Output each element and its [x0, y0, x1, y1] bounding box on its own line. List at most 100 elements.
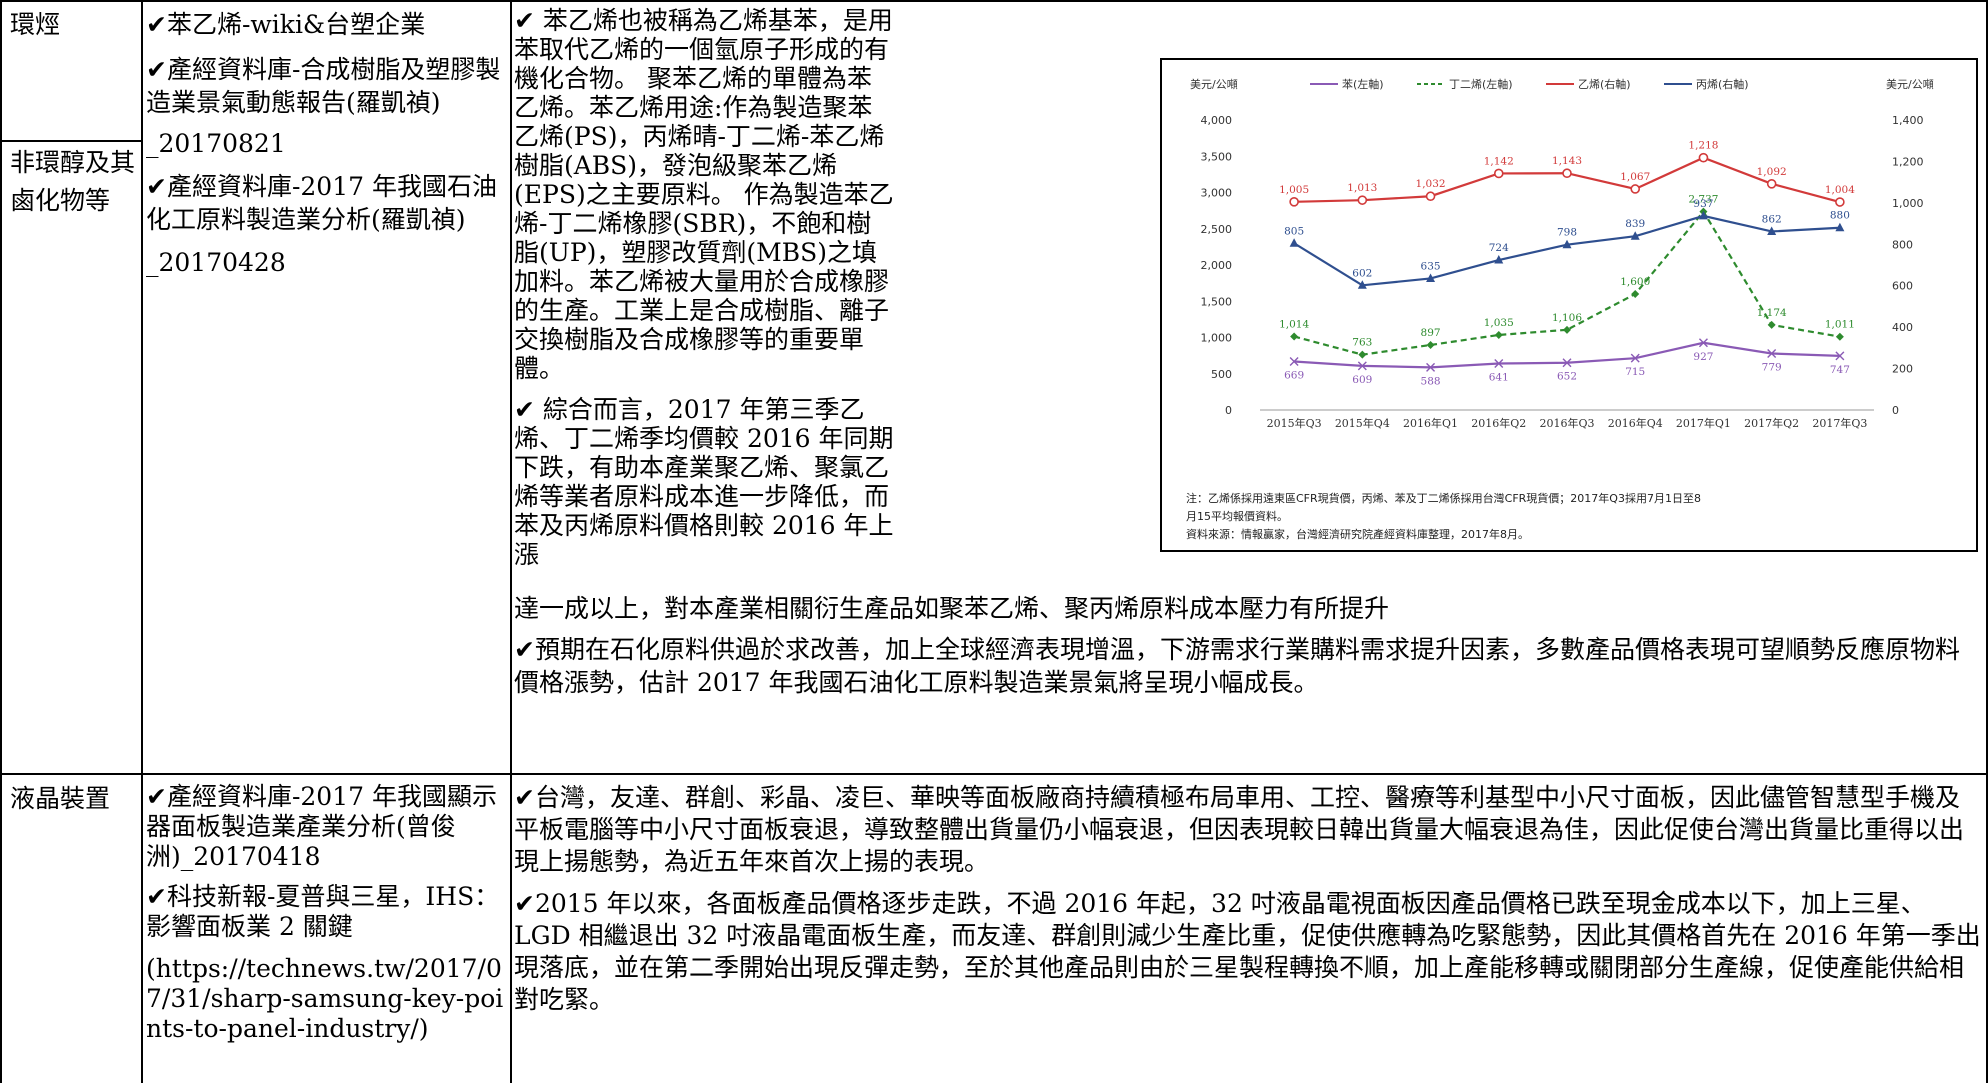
content-cell-wide: 達一成以上，對本產業相關衍生產品如聚苯乙烯、聚丙烯原料成本壓力有所提升 ✔預期在… [514, 592, 1982, 699]
legend-label: 丁二烯(左軸) [1449, 77, 1513, 91]
source-link[interactable]: ✔產經資料庫-2017 年我國顯示器面板製造業產業分析(曾俊洲)_2017041… [146, 782, 497, 871]
x-axis-tick: 2017年Q2 [1744, 416, 1799, 430]
data-point [1562, 168, 1572, 179]
data-label: 798 [1557, 227, 1577, 239]
right-axis-tick: 800 [1892, 238, 1913, 251]
data-label: 763 [1352, 337, 1372, 349]
data-label: 609 [1352, 374, 1372, 386]
source-link[interactable]: ✔苯乙烯-wiki&台塑企業 [146, 10, 426, 39]
x-axis-tick: 2015年Q4 [1335, 416, 1390, 430]
content-paragraph: ✔ 綜合而言，2017 年第三季乙烯、丁二烯季均價較 2016 年同期下跌，有助… [514, 395, 894, 569]
data-point [1425, 191, 1436, 202]
right-axis-tick: 600 [1892, 280, 1913, 293]
data-point [1493, 168, 1504, 179]
data-point [1426, 340, 1435, 349]
x-axis-tick: 2017年Q1 [1676, 416, 1731, 430]
content-paragraph: ✔2015 年以來，各面板產品價格逐步走跌，不過 2016 年起，32 吋液晶電… [514, 889, 1981, 1014]
table-border-top [0, 0, 1988, 2]
data-label: 779 [1762, 362, 1782, 374]
source-url[interactable]: (https://technews.tw/2017/07/31/sharp-sa… [146, 954, 504, 1043]
data-point [1494, 330, 1503, 339]
left-axis-tick: 3,000 [1201, 187, 1233, 200]
table-border-row1 [0, 773, 1988, 775]
right-axis-tick: 1,400 [1892, 114, 1924, 127]
data-point [1630, 184, 1641, 194]
left-axis-tick: 0 [1225, 404, 1232, 417]
source-link[interactable]: ✔產經資料庫-2017 年我國石油化工原料製造業分析(羅凱禎) [146, 172, 497, 234]
source-cell: ✔苯乙烯-wiki&台塑企業 ✔產經資料庫-合成樹脂及塑膠製造業景氣動態報告(羅… [146, 8, 506, 279]
category-label: 非環醇及其鹵化物等 [10, 148, 136, 215]
left-axis-tick: 4,000 [1201, 114, 1233, 127]
left-axis-tick: 3,500 [1201, 150, 1233, 163]
data-label: 1,067 [1620, 171, 1650, 183]
left-axis-tick: 2,500 [1201, 223, 1233, 236]
legend-label: 丙烯(右軸) [1696, 77, 1749, 91]
data-point [1357, 195, 1368, 205]
data-point [1290, 332, 1299, 341]
data-label: 1,032 [1416, 178, 1446, 190]
data-point [1767, 320, 1776, 329]
data-point [1357, 361, 1367, 371]
table-border-right [1986, 0, 1988, 1083]
source-cell: ✔產經資料庫-2017 年我國顯示器面板製造業產業分析(曾俊洲)_2017041… [146, 782, 508, 1044]
x-axis-tick: 2016年Q1 [1403, 416, 1458, 430]
category-label: 環烴 [10, 10, 61, 39]
chart-note: 月15平均報價資料。 [1186, 510, 1288, 523]
table-border-left [0, 0, 2, 1083]
data-point [1630, 231, 1640, 240]
left-axis-unit: 美元/公噸 [1190, 77, 1238, 91]
data-label: 1,035 [1484, 317, 1514, 329]
data-point [1494, 359, 1504, 369]
data-point [1835, 222, 1845, 232]
price-chart: 美元/公噸 美元/公噸 0 500 1,000 1,500 2,000 2,500 3,000 3… [1160, 58, 1978, 552]
source-link[interactable]: ✔產經資料庫-合成樹脂及塑膠製造業景氣動態報告(羅凱禎) [146, 55, 501, 117]
content-paragraph: 達一成以上，對本產業相關衍生產品如聚苯乙烯、聚丙烯原料成本壓力有所提升 [514, 594, 1390, 623]
source-link[interactable]: ✔科技新報-夏普與三星，IHS：影響面板業 2 關鍵 [146, 882, 500, 941]
data-label: 862 [1762, 213, 1782, 225]
right-axis-unit: 美元/公噸 [1886, 77, 1934, 91]
source-date: _20170821 [146, 129, 286, 158]
data-label: 669 [1284, 369, 1304, 381]
data-point [1289, 238, 1299, 247]
data-point [1698, 338, 1708, 348]
data-label: 602 [1352, 267, 1372, 279]
data-point [1426, 273, 1436, 282]
data-label: 724 [1489, 242, 1509, 254]
data-point [1563, 325, 1571, 334]
data-point [1835, 197, 1845, 207]
category-cell: 環烴 [10, 8, 138, 41]
data-label: 937 [1693, 198, 1713, 210]
data-label: 1,004 [1825, 184, 1855, 196]
chart-source: 資料來源：情報贏家，台灣經濟研究院產經資料庫整理，2017年8月。 [1186, 528, 1529, 541]
right-axis-tick: 1,000 [1892, 197, 1924, 210]
content-paragraph: ✔台灣，友達、群創、彩晶、凌巨、華映等面板廠商持續積極布局車用、工控、醫療等利基… [514, 783, 1965, 876]
data-point [1698, 210, 1708, 220]
category-cell: 非環醇及其鹵化物等 [10, 144, 138, 220]
right-axis-tick: 1,200 [1892, 155, 1924, 168]
data-label: 715 [1625, 366, 1645, 378]
legend-label: 乙烯(右軸) [1578, 77, 1631, 91]
data-label: 839 [1625, 218, 1645, 230]
x-axis-tick: 2015年Q3 [1267, 416, 1322, 430]
content-paragraph: ✔預期在石化原料供過於求改善，加上全球經濟表現增溫，下游需求行業購料需求提升因素… [514, 635, 1960, 697]
data-point [1767, 226, 1777, 235]
legend-label: 苯(左軸) [1342, 77, 1384, 91]
data-label: 652 [1557, 371, 1577, 383]
data-label: 2,737 [1688, 194, 1718, 206]
data-label: 1,092 [1757, 166, 1787, 178]
table-border-col2 [510, 0, 512, 1083]
x-axis-tick: 2016年Q2 [1471, 416, 1526, 430]
data-point [1289, 357, 1299, 366]
data-label: 1,142 [1484, 155, 1514, 167]
chart-note: 注：乙烯係採用遠東區CFR現貨價，丙烯、苯及丁二烯係採用台灣CFR現貨價；201… [1186, 492, 1701, 505]
data-label: 1,014 [1279, 318, 1309, 330]
data-label: 1,143 [1552, 155, 1582, 167]
data-label: 1,013 [1347, 182, 1377, 194]
data-label: 927 [1693, 351, 1713, 363]
x-axis-tick: 2016年Q4 [1608, 416, 1663, 430]
data-label: 1,011 [1825, 319, 1855, 331]
table-border-col1 [141, 0, 143, 1083]
source-date: _20170428 [146, 248, 286, 277]
category-label: 液晶裝置 [10, 784, 111, 813]
